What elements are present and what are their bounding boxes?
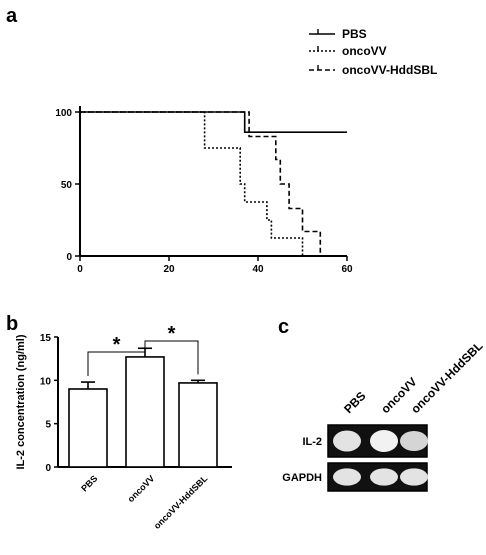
lane-label: PBS [341,389,368,416]
gel-band [370,468,398,486]
gel-band [333,468,361,486]
survival-series-oncovv-hddsbl [80,111,334,257]
gel-band [333,430,361,452]
significance-brackets: * * [87,323,199,377]
survival-series-oncovv [80,111,304,256]
gel-band [400,468,428,486]
survival-x-tick-label: 60 [341,264,353,275]
bar-category-label: oncoVV [126,473,157,504]
significance-bracket [144,340,199,375]
bar-y-tick-label: 15 [40,333,52,344]
survival-x-tick-label: 40 [252,264,264,275]
survival-y-tick-label: 100 [55,108,72,119]
survival-legend: PBS oncoVV oncoVV-HddSBL [309,27,437,77]
bar-category-label: oncoVV-HddSBL [152,473,210,531]
gel-row-label: IL-2 [302,436,322,448]
gel-row-label: GAPDH [282,472,322,484]
gel-band [370,430,398,452]
significance-star: * [113,334,121,356]
legend-label-oncovv-hddsbl: oncoVV-HddSBL [342,63,437,77]
panel-c-letter: c [278,316,289,338]
survival-x-tick-label: 20 [163,264,175,275]
significance-star: * [168,323,176,345]
bar-category-label: PBS [79,473,99,493]
bar-oncovv [125,356,165,468]
survival-y-tick-label: 0 [66,252,72,263]
survival-y-tick-label: 50 [61,180,73,191]
gel-band [400,430,428,452]
bar-oncovv-hddsbl [178,382,218,468]
bars [68,347,218,468]
bar-pbs [68,388,108,468]
survival-x-tick-label: 0 [77,264,83,275]
survival-ticks: 0 20 40 60 0 50 100 [55,108,353,275]
il2-y-axis-label: IL-2 concentration (ng/ml) [15,334,27,469]
survival-axes [79,106,347,257]
survival-curves [80,111,347,257]
panel-a-letter: a [6,5,18,27]
lane-label: oncoVV-HddSBL [408,339,485,416]
significance-bracket [87,342,146,377]
legend-label-pbs: PBS [342,27,367,41]
survival-series-pbs [80,111,347,133]
bar-y-tick-label: 0 [45,463,51,474]
bar-y-tick-label: 10 [40,376,52,387]
bar-y-tick-label: 5 [45,420,51,431]
legend-label-oncovv: oncoVV [342,44,387,58]
survival-chart: 0 20 40 60 0 50 100 PBS oncoVV oncoVV-HddSBL [55,27,437,275]
panel-b-letter: b [6,313,18,335]
